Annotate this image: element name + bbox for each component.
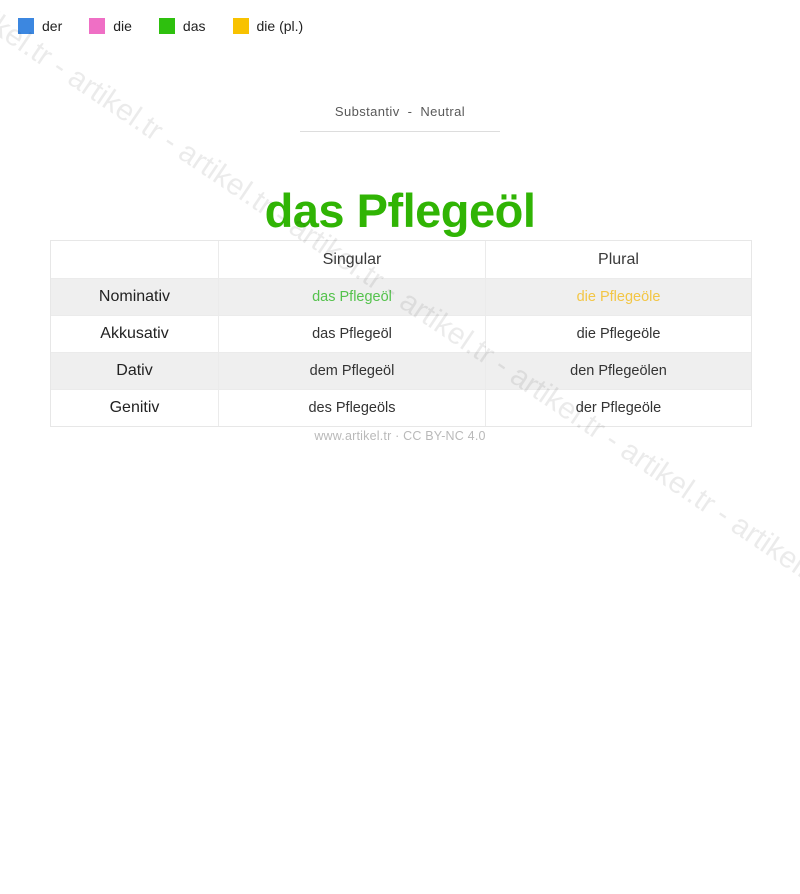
legend-label-das: das: [182, 18, 206, 34]
singular-value: dem Pflegeöl: [218, 353, 485, 389]
singular-value: das Pflegeöl: [218, 316, 485, 352]
table-header-row: Singular Plural: [51, 241, 751, 278]
legend-item-die: die: [89, 18, 132, 34]
header-cell-plural: Plural: [485, 241, 751, 278]
header-cell-case: [51, 241, 218, 278]
legend-label-die-plural: die (pl.): [256, 18, 304, 34]
plural-value: den Pflegeölen: [485, 353, 751, 389]
case-label: Akkusativ: [100, 325, 169, 342]
header-cell-singular: Singular: [218, 241, 485, 278]
singular-value: das Pflegeöl: [218, 279, 485, 315]
legend-label-die: die: [113, 18, 132, 34]
declension-table: Singular Plural Nominativ das Pflegeöl d…: [50, 240, 752, 427]
das-color-swatch: [158, 18, 175, 34]
die-color-swatch: [89, 18, 106, 34]
noun-type-label: Substantiv - Neutral: [300, 104, 500, 132]
der-color-swatch: [18, 18, 34, 34]
case-label: Dativ: [116, 362, 153, 379]
plural-value: der Pflegeöle: [485, 390, 751, 426]
case-label: Genitiv: [109, 399, 160, 416]
legend-item-der: der: [18, 18, 62, 34]
singular-value: des Pflegeöls: [218, 390, 485, 426]
table-row-genitiv: Genitiv des Pflegeöls der Pflegeöle: [51, 389, 751, 426]
table-row-nominativ: Nominativ das Pflegeöl die Pflegeöle: [51, 278, 751, 315]
plural-value: die Pflegeöle: [485, 279, 751, 315]
die-plural-color-swatch: [232, 18, 249, 34]
article-color-legend: der die das die (pl.): [18, 18, 303, 34]
attribution-text: www.artikel.tr · CC BY-NC 4.0: [314, 429, 486, 443]
legend-item-die-plural: die (pl.): [232, 18, 304, 34]
case-label: Nominativ: [98, 288, 171, 305]
legend-item-das: das: [158, 18, 206, 34]
table-row-dativ: Dativ dem Pflegeöl den Pflegeölen: [51, 352, 751, 389]
table-row-akkusativ: Akkusativ das Pflegeöl die Pflegeöle: [51, 315, 751, 352]
page-title: das Pflegeöl: [264, 184, 536, 238]
plural-value: die Pflegeöle: [485, 316, 751, 352]
legend-label-der: der: [42, 18, 63, 34]
